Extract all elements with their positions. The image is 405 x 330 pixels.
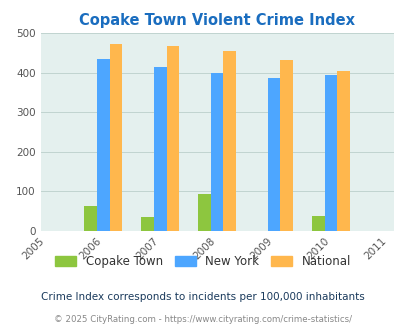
Bar bbox=[141, 217, 153, 231]
Text: © 2025 CityRating.com - https://www.cityrating.com/crime-statistics/: © 2025 CityRating.com - https://www.city… bbox=[54, 315, 351, 324]
Bar bbox=[280, 60, 292, 231]
Bar bbox=[337, 71, 349, 231]
Legend: Copake Town, New York, National: Copake Town, New York, National bbox=[55, 255, 350, 268]
Bar bbox=[109, 44, 122, 231]
Bar bbox=[84, 207, 97, 231]
Text: Crime Index corresponds to incidents per 100,000 inhabitants: Crime Index corresponds to incidents per… bbox=[41, 292, 364, 302]
Bar bbox=[166, 46, 179, 231]
Bar bbox=[223, 51, 235, 231]
Bar bbox=[198, 194, 211, 231]
Bar bbox=[324, 75, 337, 231]
Bar bbox=[311, 216, 324, 231]
Title: Copake Town Violent Crime Index: Copake Town Violent Crime Index bbox=[79, 13, 354, 28]
Bar bbox=[97, 59, 109, 231]
Bar bbox=[267, 78, 280, 231]
Bar bbox=[211, 73, 223, 231]
Bar bbox=[153, 67, 166, 231]
